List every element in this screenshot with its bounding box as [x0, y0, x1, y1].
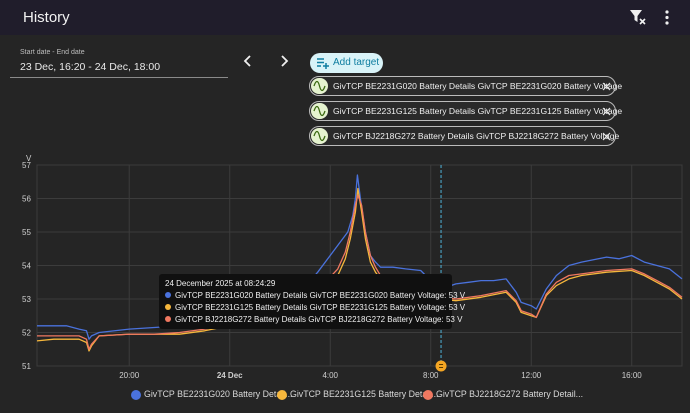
legend-label: GivTCP BE2231G020 Battery Detail...	[144, 389, 293, 399]
x-tick-label: 20:00	[119, 371, 140, 380]
cursor-marker	[435, 360, 447, 372]
cursor-marker-glyph	[439, 364, 444, 368]
date-range-picker[interactable]: Start date - End date 23 Dec, 16:20 - 24…	[10, 44, 228, 78]
x-tick-label: 12:00	[521, 371, 542, 380]
tooltip-title: 24 December 2025 at 08:24:29	[165, 279, 276, 288]
y-tick-label: 55	[22, 228, 31, 237]
y-tick-label: 51	[22, 362, 31, 371]
legend-label: GivTCP BE2231G125 Battery Detail...	[290, 389, 439, 399]
y-tick-label: 52	[22, 329, 31, 338]
close-icon[interactable]	[602, 82, 611, 91]
tooltip-row: GivTCP BE2231G020 Battery Details GivTCP…	[165, 291, 465, 300]
chart-grid	[36, 164, 683, 367]
more-vert-icon[interactable]	[660, 9, 674, 26]
date-range-value[interactable]: 23 Dec, 16:20 - 24 Dec, 18:00	[20, 61, 161, 73]
y-tick-label: 54	[22, 262, 31, 271]
target-chip-label: GivTCP BJ2218G272 Battery Details GivTCP…	[333, 131, 620, 141]
top-app-bar: History	[0, 0, 690, 35]
target-chip-label: GivTCP BE2231G125 Battery Details GivTCP…	[333, 106, 623, 116]
x-tick-label: 4:00	[322, 371, 338, 380]
x-tick-label: 16:00	[622, 371, 643, 380]
legend-swatch	[423, 390, 433, 400]
playlist-add-icon	[317, 58, 329, 69]
close-icon[interactable]	[602, 107, 611, 116]
chevron-right-icon[interactable]	[276, 52, 292, 70]
tooltip-row: GivTCP BE2231G125 Battery Details GivTCP…	[165, 303, 465, 312]
tooltip-row: GivTCP BJ2218G272 Battery Details GivTCP…	[165, 315, 462, 324]
chart-tooltip: 24 December 2025 at 08:24:29 GivTCP BE22…	[159, 274, 465, 329]
y-axis-ticks: 51 52 53 54 55 56 57	[22, 161, 31, 371]
add-target-label: Add target	[333, 57, 380, 68]
legend-swatch	[131, 390, 141, 400]
chart-cursor	[435, 165, 447, 372]
date-range-label: Start date - End date	[20, 49, 85, 56]
x-tick-label: 24 Dec	[217, 371, 243, 380]
filter-clear-icon[interactable]	[629, 9, 647, 26]
add-target-button[interactable]: Add target	[310, 53, 383, 73]
series-line	[37, 174, 683, 340]
x-tick-label: 8:00	[423, 371, 439, 380]
sine-wave-icon	[311, 78, 328, 94]
series-line	[37, 194, 683, 350]
chevron-left-icon[interactable]	[240, 52, 256, 70]
target-chip[interactable]: GivTCP BE2231G125 Battery Details GivTCP…	[309, 101, 622, 121]
sine-wave-icon	[311, 103, 328, 119]
target-chip[interactable]: GivTCP BJ2218G272 Battery Details GivTCP…	[309, 126, 620, 146]
y-axis-label: V	[26, 154, 32, 163]
y-tick-label: 53	[22, 295, 31, 304]
close-icon[interactable]	[602, 132, 611, 141]
legend-swatch	[277, 390, 287, 400]
target-chip-label: GivTCP BE2231G020 Battery Details GivTCP…	[333, 81, 623, 91]
voltage-line-chart[interactable]: 51 52 53 54 55 56 57 20:00 24 Dec 4:00 8:00 12:00 1…	[0, 150, 690, 380]
x-axis-ticks: 20:00 24 Dec 4:00 8:00 12:00 16:00	[119, 371, 642, 380]
legend-label: GivTCP BJ2218G272 Battery Detail...	[436, 389, 584, 399]
y-tick-label: 57	[22, 161, 31, 170]
chart-series	[36, 174, 683, 352]
sine-wave-icon	[311, 128, 328, 144]
target-chip[interactable]: GivTCP BE2231G020 Battery Details GivTCP…	[309, 76, 622, 96]
page-title: History	[23, 9, 70, 26]
y-tick-label: 56	[22, 195, 31, 204]
